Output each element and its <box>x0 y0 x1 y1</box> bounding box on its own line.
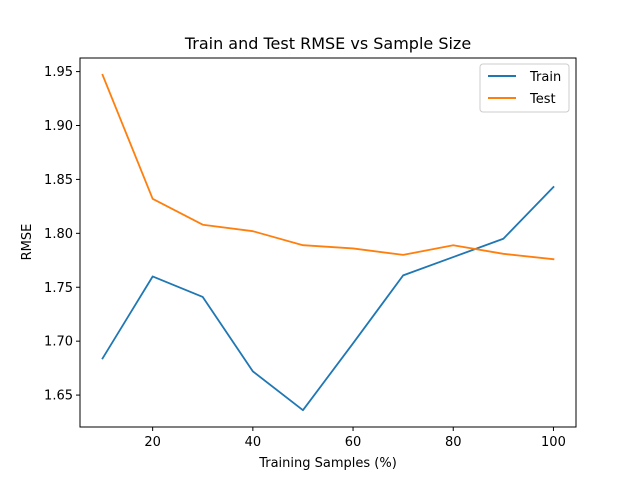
y-axis-label: RMSE <box>20 224 35 261</box>
y-tick-label: 1.95 <box>44 65 73 80</box>
y-tick-label: 1.80 <box>44 227 73 242</box>
x-tick-label: 20 <box>144 435 161 450</box>
series-line-train <box>101 185 555 412</box>
y-tick-label: 1.75 <box>44 281 73 296</box>
ticks-layer: 20 40 60 80 100 1.65 1.70 1.75 1.80 1.85 1.90 1.95 <box>44 65 566 450</box>
legend-label-train: Train <box>529 70 561 85</box>
y-tick-label: 1.65 <box>44 389 73 404</box>
x-tick-label: 40 <box>245 435 262 450</box>
y-tick-label: 1.85 <box>44 173 73 188</box>
x-tick-label: 60 <box>345 435 362 450</box>
x-tick-label: 100 <box>541 435 566 450</box>
x-tick-label: 80 <box>445 435 462 450</box>
plot-area <box>80 58 576 427</box>
legend-label-test: Test <box>529 92 556 107</box>
x-axis-label: Training Samples (%) <box>258 456 397 471</box>
y-tick-label: 1.90 <box>44 119 73 134</box>
y-tick-label: 1.70 <box>44 335 73 350</box>
series-layer <box>101 73 555 412</box>
chart-title: Train and Test RMSE vs Sample Size <box>184 34 471 53</box>
series-line-test <box>101 73 555 261</box>
plot-frame <box>79 57 577 428</box>
legend: Train Test <box>479 63 570 113</box>
